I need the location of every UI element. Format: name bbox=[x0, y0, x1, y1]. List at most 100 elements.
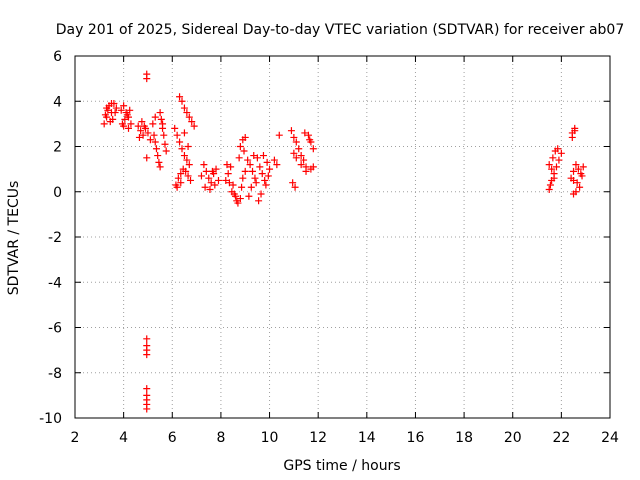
data-point bbox=[156, 109, 164, 117]
data-point bbox=[548, 165, 556, 173]
data-point bbox=[557, 149, 565, 157]
data-point bbox=[197, 172, 205, 180]
data-point bbox=[143, 351, 151, 359]
x-tick-label: 16 bbox=[407, 430, 425, 446]
data-point bbox=[138, 118, 146, 126]
data-point bbox=[150, 131, 158, 139]
data-point bbox=[554, 145, 562, 153]
data-point bbox=[162, 147, 170, 155]
data-point bbox=[241, 167, 249, 175]
data-point bbox=[309, 145, 317, 153]
data-point bbox=[202, 167, 210, 175]
data-point bbox=[292, 154, 300, 162]
data-point bbox=[143, 75, 151, 83]
data-point bbox=[180, 104, 188, 112]
data-point bbox=[546, 181, 554, 189]
data-point bbox=[224, 170, 232, 178]
y-tick-label: -2 bbox=[48, 230, 62, 246]
data-point bbox=[227, 163, 235, 171]
data-point bbox=[143, 154, 151, 162]
data-point bbox=[183, 156, 191, 164]
data-point bbox=[235, 154, 243, 162]
data-point bbox=[200, 161, 208, 169]
data-point bbox=[157, 115, 165, 123]
data-point bbox=[188, 118, 196, 126]
data-point bbox=[263, 158, 271, 166]
data-point bbox=[236, 195, 244, 203]
data-point bbox=[295, 145, 303, 153]
x-tick-label: 12 bbox=[309, 430, 327, 446]
data-point bbox=[297, 161, 305, 169]
data-point bbox=[573, 179, 581, 187]
data-point bbox=[570, 167, 578, 175]
data-point bbox=[152, 145, 160, 153]
data-point bbox=[302, 167, 310, 175]
data-point bbox=[180, 152, 188, 160]
data-point bbox=[149, 120, 157, 128]
y-tick-label: -6 bbox=[48, 321, 62, 337]
data-point bbox=[151, 138, 159, 146]
data-point bbox=[120, 102, 128, 110]
y-tick-label: 0 bbox=[53, 185, 62, 201]
data-point bbox=[182, 167, 190, 175]
data-point bbox=[578, 172, 586, 180]
data-point bbox=[176, 138, 184, 146]
data-point bbox=[173, 131, 181, 139]
x-tick-label: 14 bbox=[358, 430, 376, 446]
data-point bbox=[173, 183, 181, 191]
data-point bbox=[568, 133, 576, 141]
data-point bbox=[156, 163, 164, 171]
data-point bbox=[135, 133, 143, 141]
data-point bbox=[160, 131, 168, 139]
data-point bbox=[304, 131, 312, 139]
data-point bbox=[253, 154, 261, 162]
data-point bbox=[258, 170, 266, 178]
data-point bbox=[171, 124, 179, 132]
data-point bbox=[155, 158, 163, 166]
data-point bbox=[264, 172, 272, 180]
data-point bbox=[120, 122, 128, 130]
data-point bbox=[273, 161, 281, 169]
data-point bbox=[572, 161, 580, 169]
data-point bbox=[151, 113, 159, 121]
x-tick-label: 6 bbox=[168, 430, 177, 446]
data-point bbox=[140, 122, 148, 130]
data-point bbox=[134, 122, 142, 130]
data-point bbox=[143, 335, 151, 343]
data-point bbox=[241, 133, 249, 141]
data-point bbox=[143, 385, 151, 393]
data-point bbox=[289, 179, 297, 187]
data-point bbox=[201, 183, 209, 191]
data-point bbox=[106, 118, 114, 126]
data-point bbox=[300, 156, 308, 164]
data-point bbox=[161, 140, 169, 148]
data-point bbox=[177, 170, 185, 178]
data-point bbox=[287, 127, 295, 135]
data-point bbox=[574, 165, 582, 173]
data-point bbox=[257, 190, 265, 198]
x-tick-label: 18 bbox=[455, 430, 473, 446]
data-point bbox=[256, 163, 264, 171]
data-point bbox=[247, 183, 255, 191]
data-point bbox=[292, 138, 300, 146]
data-point bbox=[205, 174, 213, 182]
data-point bbox=[154, 152, 162, 160]
y-tick-label: -10 bbox=[39, 411, 62, 427]
data-point bbox=[576, 183, 584, 191]
data-point bbox=[123, 111, 131, 119]
data-point bbox=[225, 179, 233, 187]
data-point bbox=[306, 136, 314, 144]
data-point bbox=[103, 104, 111, 112]
data-point bbox=[233, 197, 241, 205]
x-tick-label: 20 bbox=[504, 430, 522, 446]
data-point bbox=[553, 163, 560, 171]
data-point bbox=[545, 161, 553, 169]
y-tick-label: -8 bbox=[48, 366, 62, 382]
x-tick-label: 2 bbox=[71, 430, 80, 446]
y-tick-label: -4 bbox=[48, 275, 62, 291]
data-point bbox=[211, 181, 219, 189]
data-point bbox=[144, 129, 152, 137]
data-point bbox=[230, 190, 238, 198]
data-point bbox=[246, 161, 254, 169]
